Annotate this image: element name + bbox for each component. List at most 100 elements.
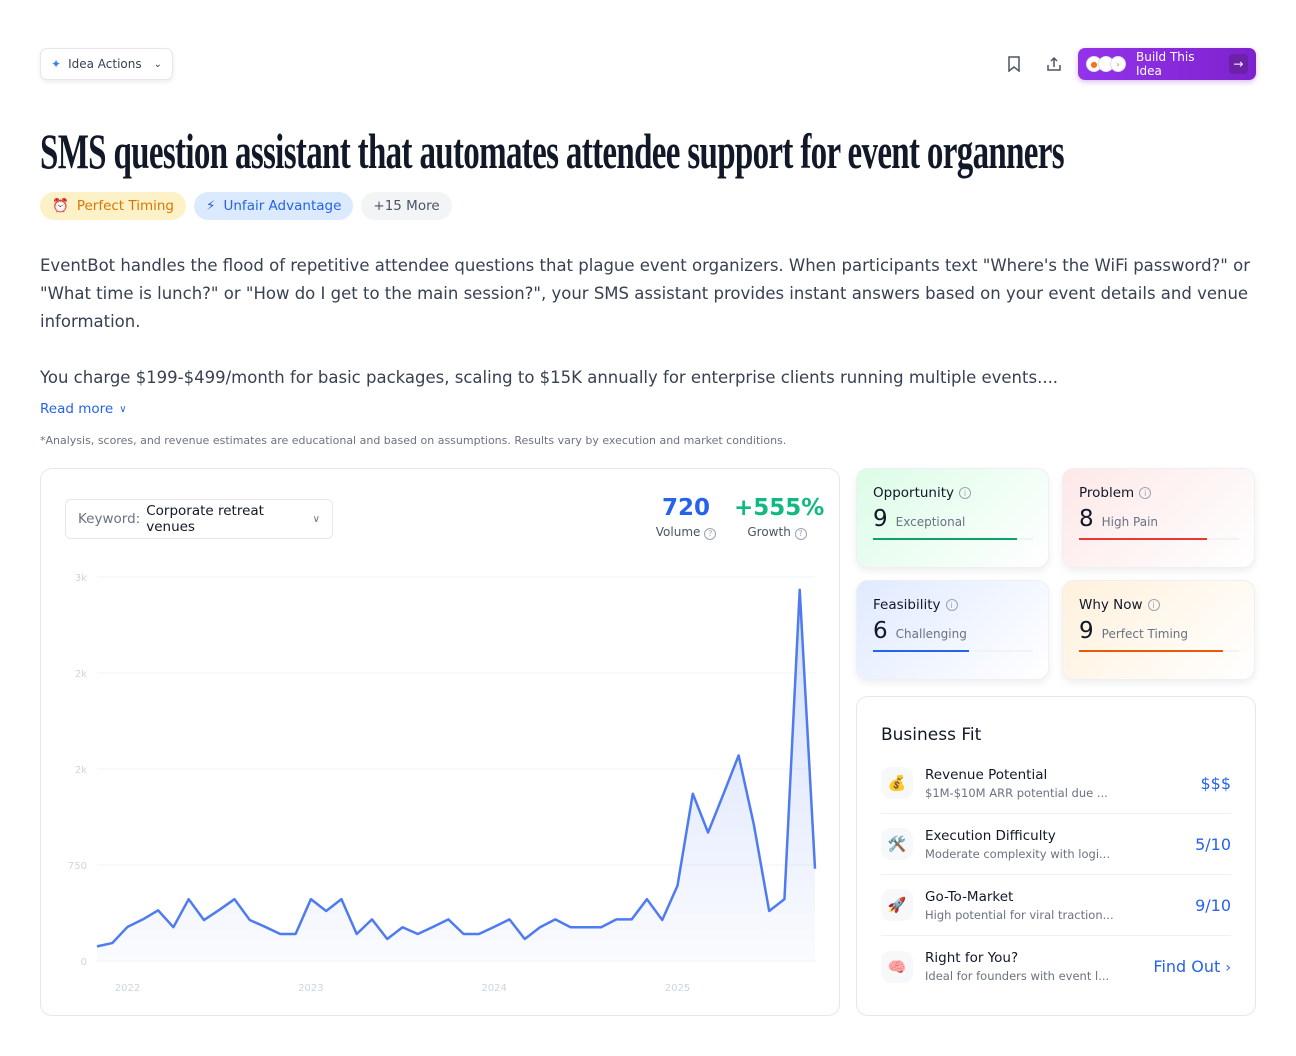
help-icon[interactable]: ?	[704, 527, 717, 540]
x-tick-label: 2025	[665, 983, 690, 994]
chevron-right-icon: ›	[1225, 960, 1231, 976]
info-icon[interactable]: i	[1139, 487, 1152, 499]
score-value: 8	[1079, 506, 1094, 532]
sparkle-icon: ✦	[51, 57, 62, 71]
share-icon	[1047, 56, 1061, 71]
score-card-feasibility[interactable]: Feasibility i 6 Challenging	[856, 580, 1049, 680]
description-paragraph: EventBot handles the flood of repetitive…	[40, 256, 1251, 331]
score-card-why-now[interactable]: Why Now i 9 Perfect Timing	[1062, 580, 1255, 680]
read-more-label: Read more	[40, 401, 114, 417]
description: EventBot handles the flood of repetitive…	[40, 252, 1256, 392]
score-cards: Opportunity i 9 Exceptional Problem i 8 High…	[856, 468, 1255, 680]
idea-actions-label: Idea Actions	[68, 57, 142, 71]
share-button[interactable]	[1042, 52, 1066, 76]
score-bar	[1079, 650, 1239, 652]
score-bar-fill	[1079, 538, 1207, 540]
row-title: Go-To-Market	[925, 888, 1014, 905]
business-fit-row: 💰 Revenue Potential $1M-$10M ARR potentia…	[881, 753, 1231, 814]
volume-stat: 720 Volume ?	[648, 495, 724, 540]
keyword-label: Keyword:	[78, 511, 141, 527]
info-icon[interactable]: i	[1147, 599, 1160, 611]
score-label: Opportunity	[873, 485, 955, 501]
x-tick-label: 2023	[298, 983, 323, 994]
row-title: Revenue Potential	[925, 766, 1048, 783]
arrow-right-icon: →	[1228, 54, 1248, 74]
bookmark-button[interactable]	[1002, 52, 1026, 76]
chevron-down-icon: ∨	[119, 403, 127, 415]
row-icon: 💰	[881, 767, 913, 799]
y-tick-label: 750	[68, 861, 87, 872]
row-icon: 🚀	[881, 889, 913, 921]
trend-chart-card	[40, 468, 840, 1016]
alarm-clock-icon: ⏰	[52, 198, 69, 214]
score-bar-fill	[873, 650, 969, 652]
score-label: Why Now	[1079, 597, 1143, 613]
business-fit-row: 🚀 Go-To-Market High potential for viral t…	[881, 875, 1231, 936]
x-tick-label: 2024	[481, 983, 506, 994]
lightning-icon: ⚡	[206, 198, 216, 214]
score-label: Problem	[1079, 485, 1135, 501]
tag-list: ⏰ Perfect Timing ⚡ Unfair Advantage +15 Mo…	[40, 192, 452, 220]
help-icon[interactable]: ?	[794, 527, 807, 540]
score-label: Feasibility	[873, 597, 941, 613]
y-tick-label: 2k	[75, 765, 87, 776]
score-desc: Challenging	[895, 627, 967, 641]
score-bar	[1079, 538, 1239, 540]
keyword-value: Corporate retreat venues	[146, 503, 264, 535]
score-desc: High Pain	[1101, 515, 1159, 529]
row-title: Right for You?	[925, 950, 1019, 966]
score-bar-fill	[873, 538, 1017, 540]
score-card-problem[interactable]: Problem i 8 High Pain	[1062, 468, 1255, 568]
bookmark-icon	[1008, 56, 1020, 72]
volume-value: 720	[661, 495, 710, 521]
row-icon: 🧠	[881, 950, 913, 983]
business-fit-row: 🛠️ Execution Difficulty Moderate complexi…	[881, 814, 1231, 875]
partner-logos: ● ∞ ›	[1086, 56, 1126, 72]
idea-actions-button[interactable]: ✦ Idea Actions ⌄	[40, 48, 173, 80]
disclaimer: *Analysis, scores, and revenue estimates…	[40, 434, 787, 447]
score-value: 6	[873, 618, 888, 644]
tag-more[interactable]: +15 More	[361, 192, 452, 220]
row-subtitle: $1M-$10M ARR potential due ...	[925, 785, 1108, 800]
y-tick-label: 0	[81, 957, 87, 968]
score-bar-fill	[1079, 650, 1223, 652]
business-fit-title: Business Fit	[881, 725, 982, 745]
series-line	[96, 588, 817, 948]
score-card-opportunity[interactable]: Opportunity i 9 Exceptional	[856, 468, 1049, 568]
tag-perfect-timing[interactable]: ⏰ Perfect Timing	[40, 192, 187, 220]
build-this-idea-button[interactable]: ● ∞ › Build This Idea →	[1078, 48, 1256, 80]
tag-unfair-advantage[interactable]: ⚡ Unfair Advantage	[194, 192, 354, 220]
row-value: 5/10	[1195, 834, 1231, 854]
read-more-link[interactable]: Read more ∨	[40, 401, 127, 417]
business-fit-card: Business Fit 💰 Revenue Potential $1M-$10M…	[856, 696, 1256, 1016]
score-desc: Exceptional	[895, 515, 966, 529]
find-out-link[interactable]: Find Out ›	[1153, 957, 1231, 976]
y-tick-label: 3k	[75, 573, 87, 584]
row-subtitle: Moderate complexity with logi...	[925, 846, 1110, 861]
tag-label: +15 More	[373, 198, 440, 214]
description-paragraph: You charge $199-$499/month for basic pac…	[40, 368, 1059, 387]
info-icon[interactable]: i	[945, 599, 958, 611]
growth-value: +555%	[734, 495, 825, 521]
y-tick-label: 2k	[75, 669, 87, 680]
chevron-down-icon: ⌄	[153, 58, 162, 70]
row-value: $$$	[1200, 773, 1231, 793]
growth-stat: +555% Growth ?	[734, 495, 825, 540]
tag-label: Perfect Timing	[76, 198, 175, 214]
growth-label: Growth	[747, 525, 791, 539]
tag-label: Unfair Advantage	[223, 198, 342, 214]
keyword-select[interactable]: Keyword: Corporate retreat venues ∨	[65, 499, 333, 539]
trend-chart: 0 750 2k 2k 3k 2022 2023 2024 2025	[68, 573, 817, 994]
page-title: SMS question assistant that automates at…	[40, 123, 1065, 179]
score-bar	[873, 538, 1033, 540]
build-label: Build This Idea	[1136, 50, 1195, 78]
score-value: 9	[1079, 618, 1094, 644]
x-tick-label: 2022	[115, 983, 140, 994]
row-icon: 🛠️	[881, 828, 913, 860]
volume-label: Volume	[655, 525, 701, 539]
info-icon[interactable]: i	[959, 487, 972, 499]
score-desc: Perfect Timing	[1101, 627, 1189, 641]
row-title: Execution Difficulty	[925, 827, 1056, 844]
row-subtitle: High potential for viral traction...	[925, 907, 1114, 922]
business-fit-row[interactable]: 🧠 Right for You? Ideal for founders with …	[881, 936, 1231, 997]
